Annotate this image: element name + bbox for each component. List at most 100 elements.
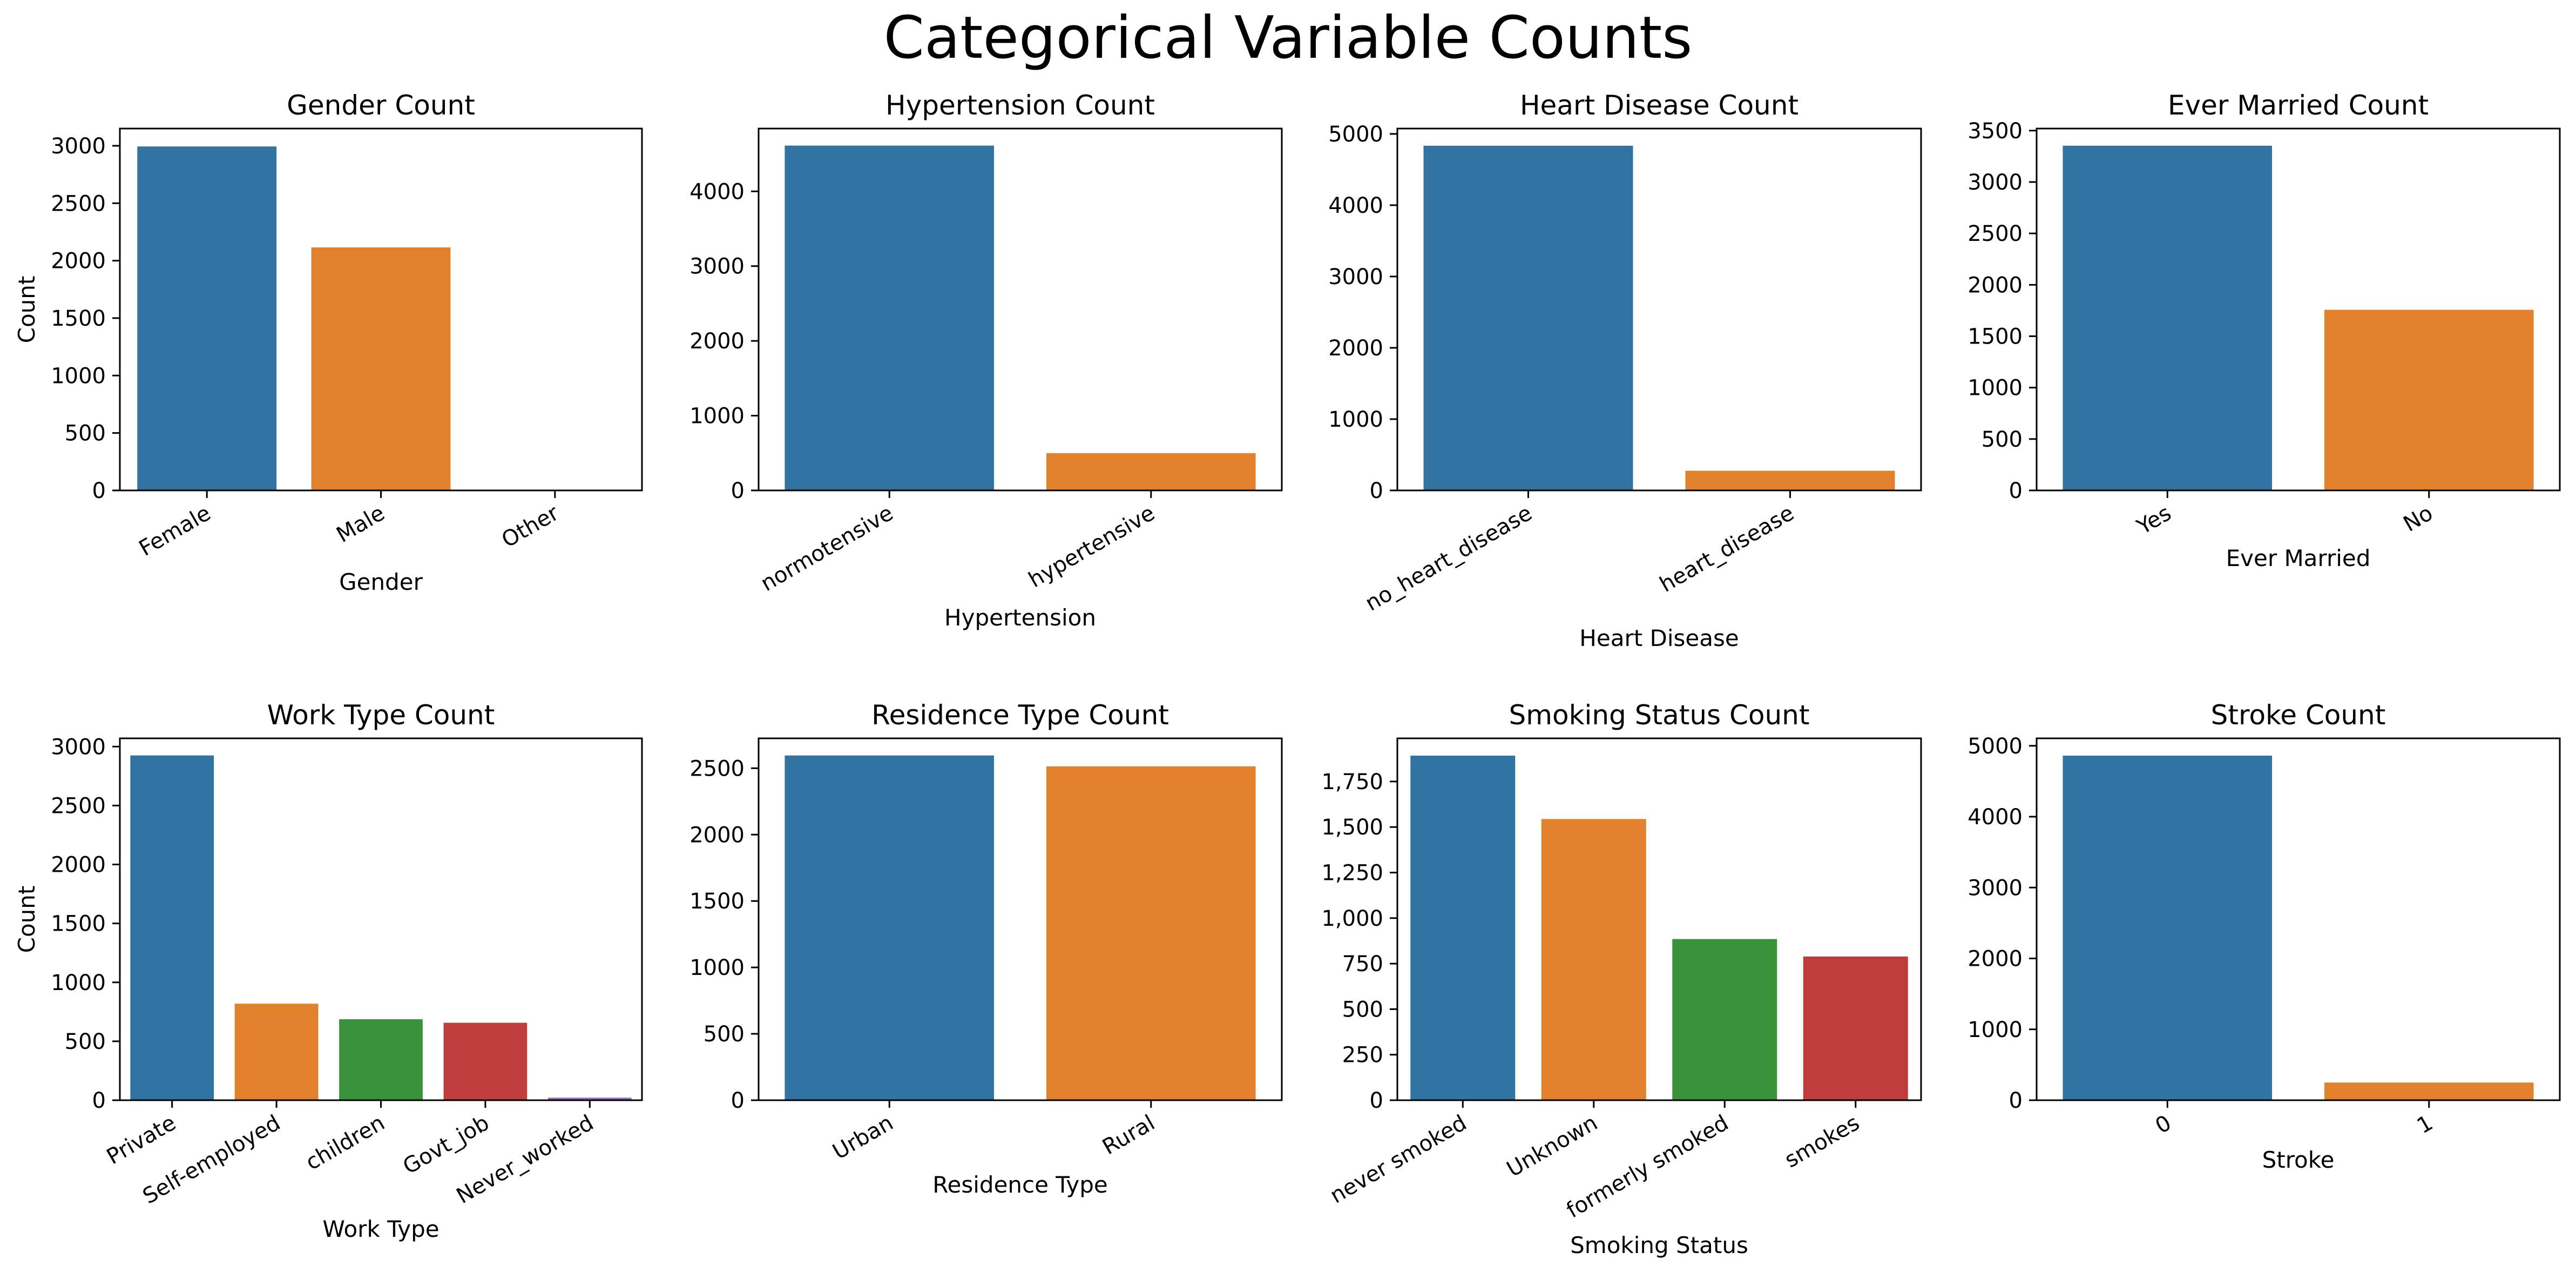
x-tick-label: heart_disease bbox=[1655, 501, 1798, 597]
y-axis-label: Count bbox=[13, 886, 40, 953]
y-tick-label: 4000 bbox=[1968, 805, 2023, 830]
panel-title: Hypertension Count bbox=[885, 90, 1155, 121]
y-tick-label: 1,000 bbox=[1321, 906, 1383, 931]
y-tick-label: 1,250 bbox=[1321, 861, 1383, 886]
x-tick-label: normotensive bbox=[756, 501, 897, 596]
axes-frame bbox=[1396, 127, 1922, 492]
bar-urban[interactable] bbox=[785, 755, 995, 1100]
x-tick-label: Male bbox=[332, 501, 389, 548]
panel-title: Ever Married Count bbox=[2168, 90, 2429, 121]
x-axis-label: Hypertension bbox=[944, 604, 1096, 631]
y-tick-label: 2500 bbox=[51, 793, 106, 818]
y-tick-label: 5000 bbox=[1328, 122, 1383, 147]
y-tick-label: 2000 bbox=[51, 853, 106, 878]
x-tick-label: Govt_job bbox=[399, 1110, 493, 1180]
panel-title: Smoking Status Count bbox=[1509, 699, 1810, 731]
x-tick-label: Private bbox=[103, 1110, 180, 1170]
bar-no-heart-disease[interactable] bbox=[1423, 145, 1633, 490]
axes-frame bbox=[758, 737, 1283, 1101]
y-tick-label: 1,750 bbox=[1321, 770, 1383, 795]
y-tick-label: 1,500 bbox=[1321, 815, 1383, 840]
panel-title: Work Type Count bbox=[267, 699, 495, 731]
bar-female[interactable] bbox=[137, 146, 277, 491]
panel-title: Residence Type Count bbox=[871, 699, 1169, 731]
y-tick-label: 0 bbox=[1370, 479, 1383, 503]
y-tick-label: 1000 bbox=[1968, 1018, 2023, 1042]
y-tick-label: 1000 bbox=[689, 955, 745, 980]
y-tick-label: 500 bbox=[704, 1022, 745, 1047]
y-tick-label: 5000 bbox=[1968, 734, 2023, 759]
y-tick-label: 500 bbox=[65, 1029, 106, 1054]
y-tick-label: 2000 bbox=[1328, 336, 1383, 361]
bar-normotensive[interactable] bbox=[785, 145, 995, 490]
bar-unknown[interactable] bbox=[1541, 819, 1646, 1100]
y-tick-label: 4000 bbox=[689, 179, 745, 204]
bar-govt-job[interactable] bbox=[443, 1022, 528, 1100]
y-tick-label: 3000 bbox=[1968, 876, 2023, 900]
y-tick-label: 0 bbox=[1370, 1088, 1383, 1113]
x-tick-label: Other bbox=[497, 501, 563, 553]
axes-frame bbox=[758, 127, 1283, 492]
y-tick-label: 3000 bbox=[51, 134, 106, 159]
x-tick-label: Urban bbox=[828, 1110, 897, 1164]
y-tick-label: 250 bbox=[1342, 1043, 1383, 1068]
x-tick-label: Unknown bbox=[1503, 1110, 1602, 1182]
x-tick-label: Yes bbox=[2132, 501, 2175, 540]
x-tick-label: no_heart_disease bbox=[1361, 501, 1537, 616]
x-axis-label: Residence Type bbox=[932, 1172, 1108, 1198]
y-tick-label: 0 bbox=[92, 479, 106, 503]
y-tick-label: 1500 bbox=[1968, 324, 2023, 349]
y-tick-label: 500 bbox=[1982, 427, 2023, 452]
y-tick-label: 2500 bbox=[1968, 221, 2023, 246]
bar-children[interactable] bbox=[339, 1019, 423, 1100]
y-tick-label: 1000 bbox=[689, 404, 745, 429]
panel-title: Gender Count bbox=[287, 90, 475, 121]
bar-male[interactable] bbox=[311, 247, 451, 490]
x-tick-label: Rural bbox=[1098, 1110, 1159, 1160]
axes-frame bbox=[2036, 737, 2561, 1101]
y-tick-label: 1000 bbox=[1968, 376, 2023, 401]
axes-frame bbox=[2036, 127, 2561, 492]
x-tick-label: 1 bbox=[2413, 1110, 2437, 1139]
y-axis-label: Count bbox=[13, 276, 40, 344]
x-tick-label: 0 bbox=[2151, 1110, 2175, 1139]
x-tick-label: hypertensive bbox=[1024, 501, 1159, 593]
bar-no[interactable] bbox=[2324, 309, 2534, 490]
y-tick-label: 0 bbox=[2009, 479, 2023, 503]
bar-hypertensive[interactable] bbox=[1046, 453, 1256, 490]
x-axis-label: Ever Married bbox=[2226, 545, 2371, 571]
bar-never-worked[interactable] bbox=[547, 1098, 632, 1100]
x-tick-label: Female bbox=[135, 501, 215, 561]
y-tick-label: 2000 bbox=[689, 329, 745, 354]
y-tick-label: 1000 bbox=[51, 971, 106, 995]
x-axis-label: Work Type bbox=[322, 1216, 439, 1242]
x-axis-label: Smoking Status bbox=[1570, 1232, 1748, 1258]
x-tick-label: never smoked bbox=[1326, 1110, 1471, 1209]
y-tick-label: 1500 bbox=[689, 889, 745, 914]
bar-formerly-smoked[interactable] bbox=[1672, 939, 1777, 1100]
y-tick-label: 2000 bbox=[689, 823, 745, 847]
bar-0[interactable] bbox=[2063, 756, 2273, 1100]
figure-title: Categorical Variable Counts bbox=[883, 4, 1693, 72]
y-tick-label: 1500 bbox=[51, 306, 106, 331]
bar-smokes[interactable] bbox=[1803, 956, 1908, 1100]
bar-1[interactable] bbox=[2324, 1082, 2534, 1100]
bar-self-employed[interactable] bbox=[234, 1004, 319, 1100]
y-tick-label: 3000 bbox=[689, 254, 745, 279]
x-axis-label: Stroke bbox=[2262, 1147, 2335, 1173]
y-tick-label: 1500 bbox=[51, 912, 106, 937]
x-tick-label: children bbox=[302, 1110, 389, 1175]
bar-never-smoked[interactable] bbox=[1410, 756, 1516, 1100]
bar-rural[interactable] bbox=[1046, 766, 1256, 1100]
y-tick-label: 500 bbox=[65, 421, 106, 446]
bar-private[interactable] bbox=[130, 755, 214, 1100]
bar-heart-disease[interactable] bbox=[1685, 470, 1895, 490]
y-tick-label: 2000 bbox=[51, 249, 106, 274]
y-tick-label: 2500 bbox=[689, 756, 745, 781]
y-tick-label: 3000 bbox=[1328, 265, 1383, 290]
bar-yes[interactable] bbox=[2063, 145, 2273, 490]
y-tick-label: 1000 bbox=[51, 363, 106, 388]
y-tick-label: 750 bbox=[1342, 952, 1383, 977]
y-tick-label: 0 bbox=[731, 479, 745, 503]
